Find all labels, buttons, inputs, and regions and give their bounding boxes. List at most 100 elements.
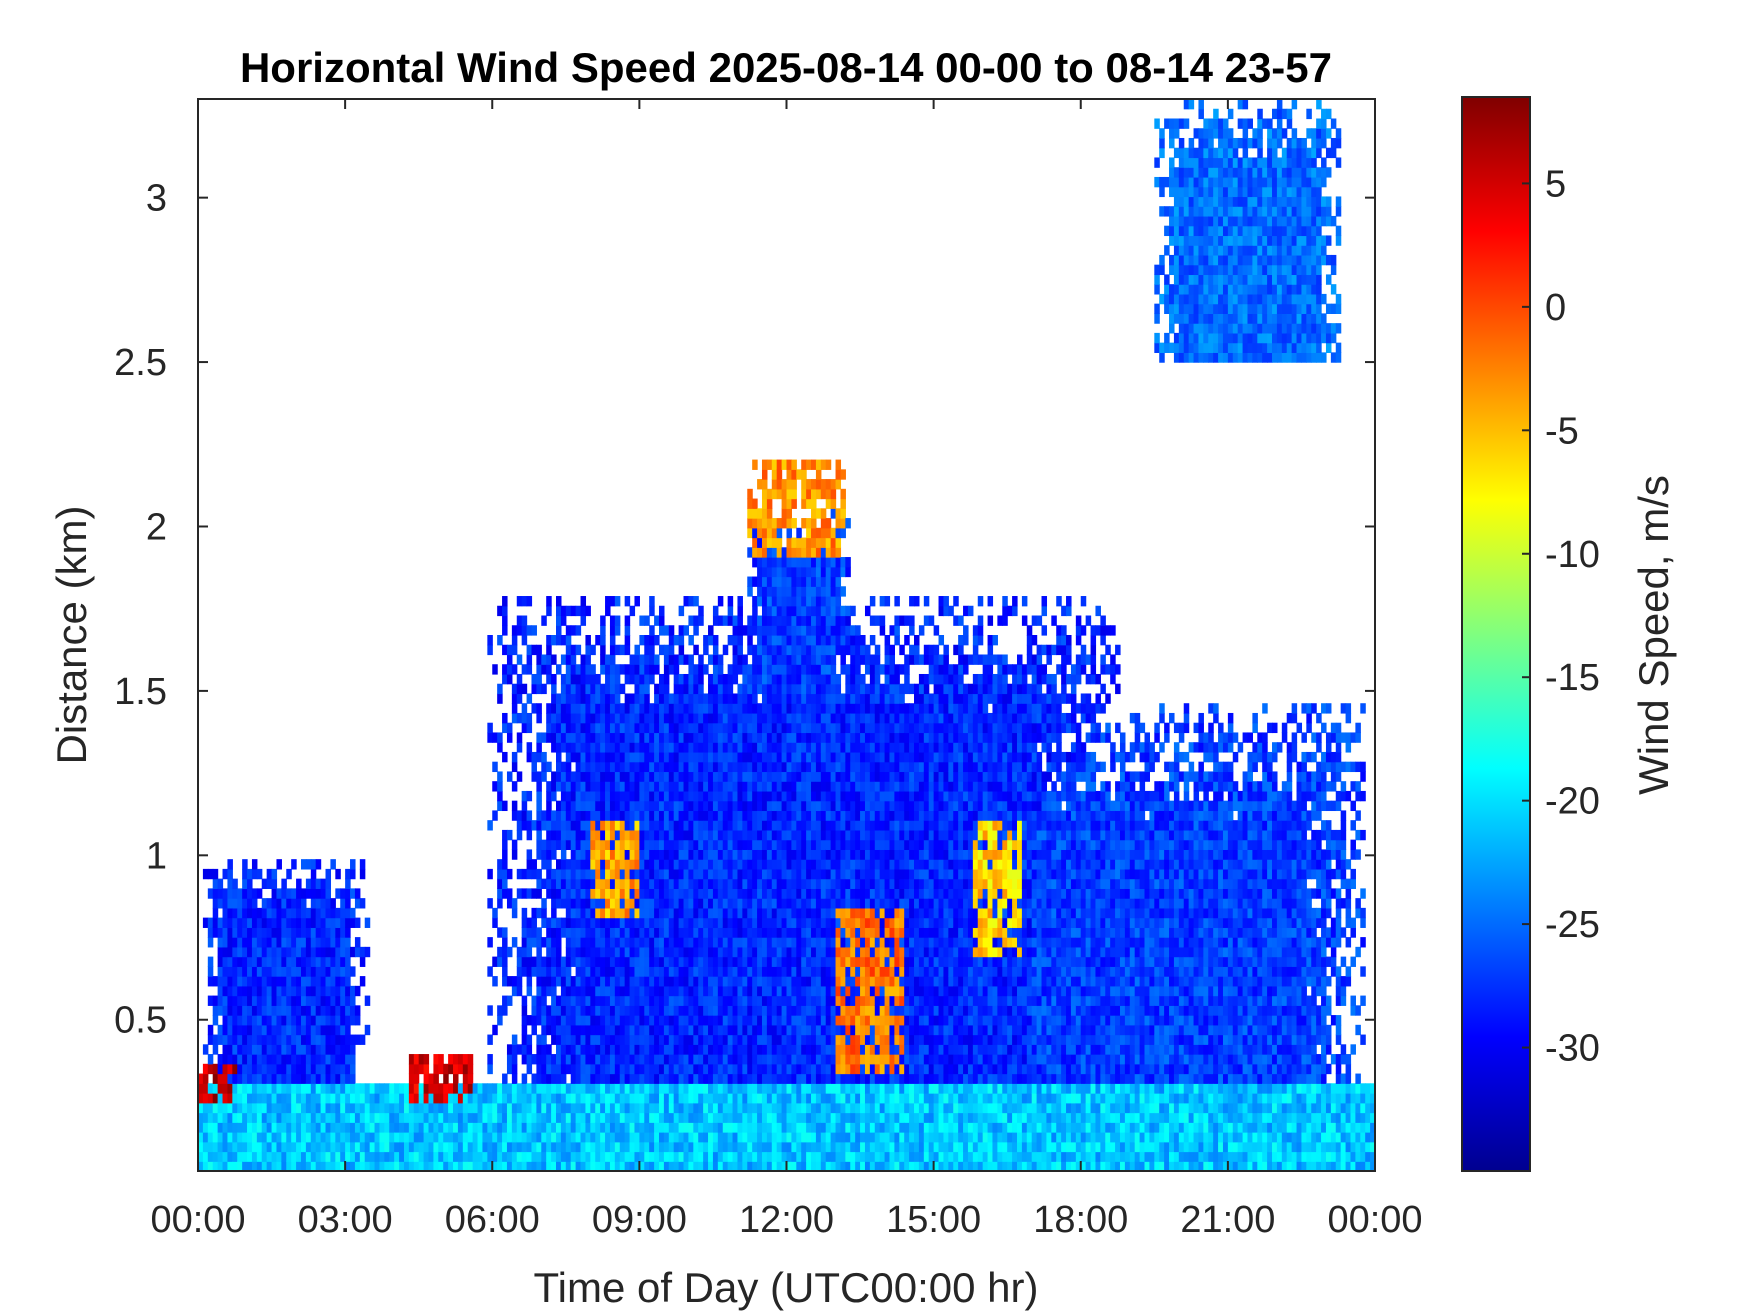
heatmap-cell bbox=[825, 1102, 832, 1114]
heatmap-cell bbox=[732, 820, 739, 831]
heatmap-cell bbox=[350, 859, 356, 870]
heatmap-cell bbox=[683, 966, 690, 977]
heatmap-cell bbox=[663, 868, 670, 880]
heatmap-cell bbox=[286, 1122, 292, 1133]
heatmap-cell bbox=[516, 810, 523, 821]
heatmap-cell bbox=[791, 1161, 797, 1171]
heatmap-cell bbox=[801, 576, 807, 587]
heatmap-cell bbox=[806, 829, 812, 841]
heatmap-cell bbox=[619, 1063, 626, 1075]
heatmap-cell bbox=[477, 1161, 484, 1171]
heatmap-cell bbox=[251, 966, 258, 977]
heatmap-cell bbox=[325, 937, 332, 948]
heatmap-cell bbox=[791, 1102, 797, 1114]
heatmap-cell bbox=[521, 1015, 528, 1026]
heatmap-cell bbox=[580, 1122, 587, 1133]
heatmap-cell bbox=[629, 937, 636, 948]
heatmap-cell bbox=[683, 927, 690, 938]
heatmap-cell bbox=[624, 732, 631, 743]
heatmap-cell bbox=[247, 976, 253, 987]
heatmap-cell bbox=[806, 693, 812, 704]
heatmap-cell bbox=[619, 1005, 626, 1016]
heatmap-cell bbox=[354, 1093, 361, 1104]
heatmap-cell bbox=[614, 810, 621, 821]
heatmap-cell bbox=[732, 800, 739, 812]
heatmap-cell bbox=[560, 771, 567, 782]
heatmap-cell bbox=[683, 1063, 690, 1075]
heatmap-cell bbox=[825, 898, 832, 909]
heatmap-cell bbox=[781, 985, 788, 997]
heatmap-cell bbox=[202, 1151, 209, 1162]
heatmap-cell bbox=[565, 937, 572, 948]
heatmap-cell bbox=[614, 956, 621, 967]
heatmap-cell bbox=[781, 1141, 788, 1153]
heatmap-cell bbox=[556, 829, 562, 841]
heatmap-cell bbox=[595, 1073, 601, 1084]
heatmap-cell bbox=[644, 1015, 650, 1026]
heatmap-cell bbox=[766, 1083, 773, 1094]
heatmap-cell bbox=[609, 1093, 616, 1104]
heatmap-cell bbox=[796, 1102, 802, 1114]
heatmap-cell bbox=[310, 859, 317, 870]
heatmap-cell bbox=[766, 722, 773, 734]
heatmap-cell bbox=[590, 664, 596, 675]
heatmap-cell bbox=[708, 1132, 714, 1143]
heatmap-cell bbox=[242, 1112, 248, 1123]
heatmap-cell bbox=[340, 937, 346, 948]
heatmap-cell bbox=[462, 1102, 469, 1114]
heatmap-cell bbox=[825, 1112, 832, 1123]
heatmap-cell bbox=[531, 644, 537, 656]
heatmap-cell bbox=[678, 1093, 685, 1104]
heatmap-cell bbox=[570, 868, 577, 880]
heatmap-cell bbox=[654, 800, 660, 812]
heatmap-cell bbox=[673, 1063, 680, 1075]
heatmap-cell bbox=[781, 995, 788, 1006]
heatmap-cell bbox=[276, 917, 282, 928]
heatmap-cell bbox=[546, 1122, 552, 1133]
heatmap-cell bbox=[644, 829, 650, 841]
heatmap-cell bbox=[806, 732, 812, 743]
heatmap-cell bbox=[237, 1083, 243, 1094]
heatmap-cell bbox=[791, 898, 797, 909]
heatmap-cell bbox=[600, 790, 606, 802]
heatmap-cell bbox=[575, 771, 582, 782]
heatmap-cell bbox=[796, 537, 802, 548]
heatmap-cell bbox=[781, 1161, 788, 1171]
heatmap-cell bbox=[389, 1122, 395, 1133]
heatmap-cell bbox=[609, 966, 616, 977]
heatmap-cell bbox=[511, 1141, 518, 1153]
heatmap-cell bbox=[266, 1024, 273, 1036]
heatmap-cell bbox=[624, 1161, 631, 1171]
heatmap-cell bbox=[766, 1005, 773, 1016]
heatmap-cell bbox=[237, 966, 243, 977]
heatmap-cell bbox=[752, 1005, 758, 1016]
heatmap-cell bbox=[752, 985, 758, 997]
heatmap-cell bbox=[747, 1054, 753, 1065]
heatmap-cell bbox=[350, 1093, 356, 1104]
heatmap-cell bbox=[820, 927, 827, 938]
heatmap-cell bbox=[781, 1044, 788, 1055]
heatmap-cell bbox=[276, 1151, 282, 1162]
heatmap-cell bbox=[668, 732, 675, 743]
heatmap-cell bbox=[300, 1073, 307, 1084]
heatmap-cell bbox=[502, 859, 508, 870]
heatmap-cell bbox=[717, 615, 724, 626]
heatmap-cell bbox=[722, 790, 729, 802]
heatmap-cell bbox=[212, 927, 219, 938]
heatmap-cell bbox=[806, 664, 812, 675]
heatmap-cell bbox=[536, 1083, 542, 1094]
heatmap-cell bbox=[811, 781, 817, 792]
heatmap-cell bbox=[712, 703, 719, 714]
heatmap-cell bbox=[712, 673, 719, 685]
heatmap-cell bbox=[644, 1054, 650, 1065]
heatmap-cell bbox=[310, 1112, 317, 1123]
heatmap-cell bbox=[237, 1044, 243, 1055]
heatmap-cell bbox=[806, 1093, 812, 1104]
heatmap-cell bbox=[737, 1141, 743, 1153]
heatmap-cell bbox=[766, 1112, 773, 1123]
heatmap-cell bbox=[688, 1083, 694, 1094]
heatmap-cell bbox=[654, 761, 660, 773]
heatmap-cell bbox=[546, 596, 552, 607]
heatmap-cell bbox=[801, 596, 807, 607]
chart-title: Horizontal Wind Speed 2025-08-14 00-00 t… bbox=[240, 44, 1332, 91]
